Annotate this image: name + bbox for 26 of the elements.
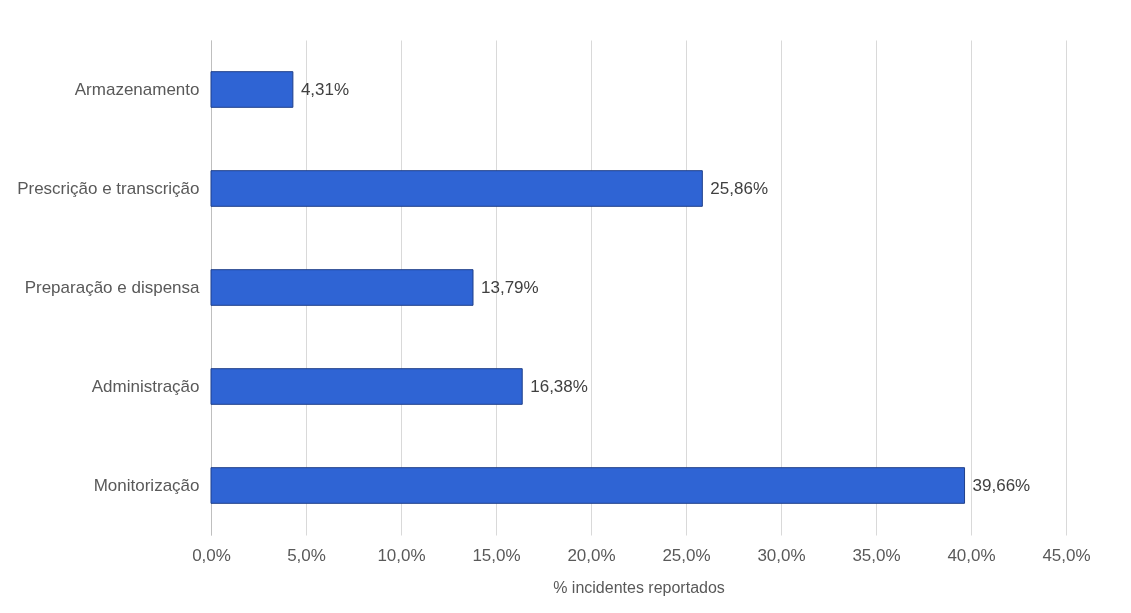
data-label: 4,31% [300,79,350,99]
x-tick-label: 15,0% [472,545,521,565]
x-tick-label: 25,0% [662,545,711,565]
y-tick-label: Preparação e dispensa [24,277,201,297]
bar [210,170,703,207]
bar [210,71,294,108]
data-label: 39,66% [972,475,1031,495]
bar [210,269,474,306]
x-tick-label: 5,0% [287,545,326,565]
y-tick-label: Administração [91,376,200,396]
y-tick-label: Monitorização [93,475,200,495]
bar [210,368,523,405]
y-tick-label: Prescrição e transcrição [17,178,200,198]
x-tick-label: 10,0% [377,545,426,565]
x-tick-label: 35,0% [852,545,901,565]
x-tick-label: 30,0% [757,545,806,565]
x-tick-label: 40,0% [947,545,996,565]
y-tick-label: Armazenamento [74,79,200,99]
data-label: 25,86% [710,178,769,198]
x-tick-label: 45,0% [1042,545,1091,565]
bar [210,467,966,504]
data-label: 16,38% [530,376,588,396]
x-axis-title: % incidentes reportados [553,578,725,596]
x-tick-label: 0,0% [192,545,231,565]
x-tick-label: 20,0% [567,545,616,565]
data-label: 13,79% [481,277,539,297]
